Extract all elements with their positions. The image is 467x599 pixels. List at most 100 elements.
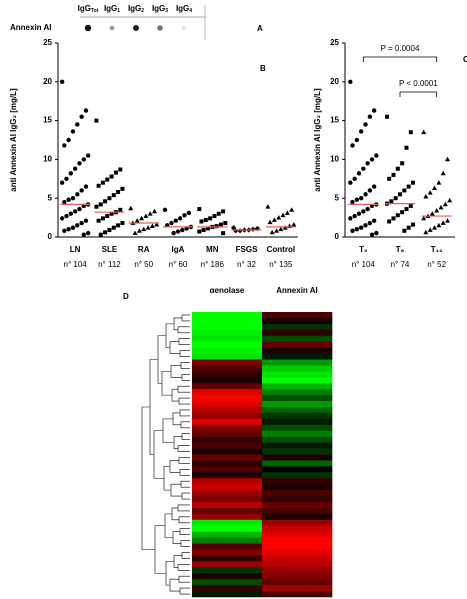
heatmap-cell (262, 412, 333, 420)
point (421, 215, 427, 221)
y-tick-label: 10 (330, 155, 339, 164)
point (66, 137, 71, 143)
point (361, 209, 366, 214)
point (136, 228, 142, 233)
dendrogram-branch (169, 578, 180, 592)
dendrogram-branch (161, 371, 172, 396)
heatmap-cell (262, 401, 333, 408)
dendrogram-branch (180, 421, 190, 429)
point (387, 176, 392, 181)
point (83, 108, 89, 113)
heatmap-cell (192, 466, 263, 473)
dendrogram-branch (180, 362, 190, 369)
heatmap-cell (262, 507, 333, 515)
point (83, 218, 89, 223)
panel-letter: A (257, 24, 263, 33)
heatmap-cell (262, 555, 333, 562)
dendrogram-branch (178, 575, 190, 583)
dendrogram-branch (162, 418, 174, 443)
point (350, 143, 355, 148)
label-base: IgG (128, 4, 141, 13)
dendrogram-branch (180, 540, 190, 547)
heatmap-cell (262, 365, 333, 372)
heatmap-cell (262, 424, 333, 432)
point (367, 220, 373, 226)
heatmap-cell (262, 573, 333, 580)
heatmap-cell (262, 460, 333, 467)
x-tick-label: Control (267, 245, 295, 254)
dendrogram-branch (141, 406, 155, 550)
heatmap-cell (192, 472, 263, 479)
point (70, 225, 76, 230)
column-label: αenolase (210, 286, 245, 295)
point (274, 228, 280, 233)
point (400, 161, 405, 166)
point (64, 213, 69, 219)
heatmap-cell (262, 549, 333, 556)
y-axis-label: anti Annexin AI IgG₂ [mg/L] (313, 88, 322, 192)
heatmap-cell (192, 389, 263, 396)
heatmap-cell (192, 371, 263, 378)
n-label: n° 186 (201, 260, 225, 269)
n-label: n° 104 (352, 260, 376, 269)
dendrogram-branch (170, 365, 182, 378)
point (447, 197, 453, 203)
point (70, 196, 76, 201)
heatmap-cell (262, 543, 333, 550)
point (280, 212, 286, 218)
dendrogram-branch (181, 552, 190, 559)
heatmap-cell (192, 502, 263, 509)
point (395, 213, 400, 218)
point (105, 177, 110, 182)
n-label: n° 104 (64, 260, 88, 269)
point (284, 210, 290, 215)
dendrogram-branch (179, 409, 190, 417)
blot-column-label: IgG4 (176, 4, 192, 14)
heatmap-cell (192, 335, 263, 342)
point (402, 188, 407, 193)
blot-dot (84, 24, 92, 32)
point (363, 122, 368, 127)
point (98, 232, 103, 237)
point (197, 229, 202, 234)
label-base: IgG (104, 4, 117, 13)
label-sub: 4 (189, 8, 192, 14)
point (385, 114, 389, 119)
blot-column-label: IgG1 (104, 4, 120, 14)
point (434, 208, 440, 213)
point (369, 232, 375, 237)
point (77, 206, 82, 212)
point (445, 218, 450, 223)
label-base: IgG (152, 4, 165, 13)
dendrogram-branch (178, 338, 190, 345)
dendrogram-branch (181, 314, 190, 322)
x-tick-label: MN (206, 245, 219, 254)
point (109, 211, 114, 216)
point (169, 220, 174, 226)
heatmap-cell (192, 383, 263, 390)
n-label: n° 32 (237, 260, 256, 269)
point (149, 223, 155, 229)
point (111, 193, 116, 198)
point (391, 172, 396, 177)
point (352, 213, 357, 219)
point (175, 229, 181, 234)
point (120, 221, 125, 226)
point (440, 220, 446, 225)
heatmap-cell (192, 401, 263, 408)
heatmap-cell (262, 395, 333, 402)
blot-dot (157, 25, 163, 31)
point (62, 143, 67, 148)
point (94, 118, 99, 123)
dendrogram-branch (180, 480, 190, 488)
point (116, 189, 121, 194)
significance-bracket (399, 91, 438, 97)
point (79, 220, 84, 226)
y-tick-label: 20 (330, 77, 339, 86)
heatmap-cell (192, 329, 263, 337)
x-tick-label: T₀ (359, 245, 368, 254)
heatmap-cell (262, 567, 333, 574)
panel-letter: B (260, 64, 266, 73)
point (271, 217, 277, 222)
n-label: n° 112 (98, 260, 121, 269)
